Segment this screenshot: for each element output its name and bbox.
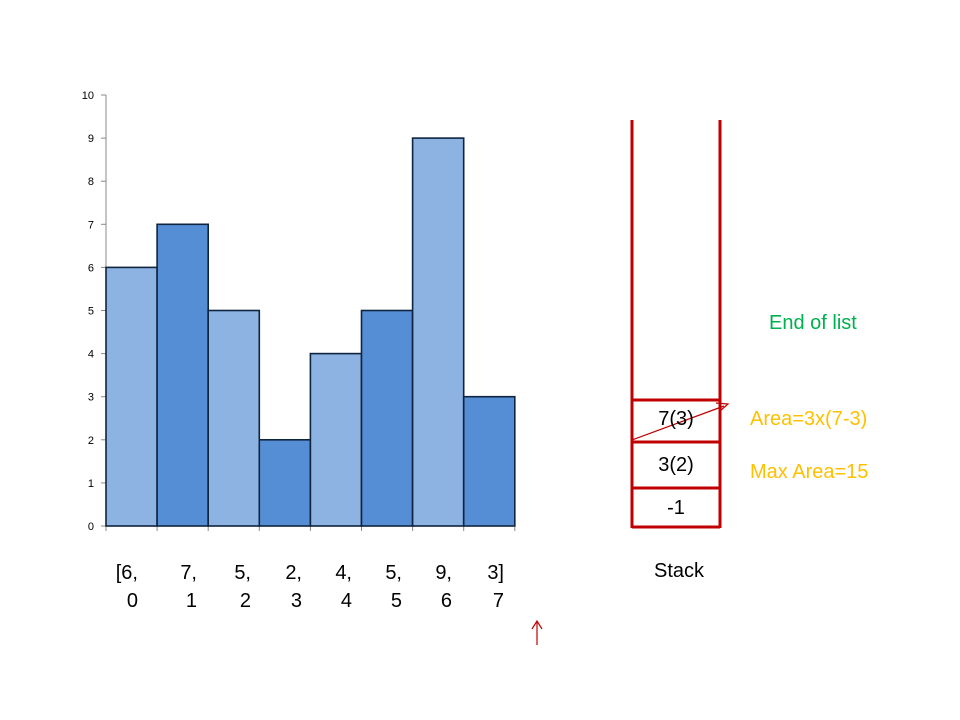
- y-tick-label: 9: [88, 133, 94, 145]
- y-tick-label: 3: [88, 392, 94, 404]
- y-tick-label: 6: [88, 262, 94, 274]
- y-tick-label: 1: [88, 478, 94, 490]
- array-index-label: 7: [492, 590, 504, 612]
- array-index-label: 1: [185, 590, 197, 612]
- bar: [360, 309, 414, 527]
- bar: [462, 395, 516, 527]
- stack-container: [630, 120, 722, 529]
- array-value-label: 2,: [285, 562, 302, 584]
- y-tick-label: 4: [88, 349, 94, 361]
- bar: [309, 352, 363, 527]
- bar: [411, 137, 465, 527]
- y-tick-label: 7: [88, 219, 94, 231]
- bar: [207, 309, 261, 527]
- array-index-label: 6: [440, 590, 452, 612]
- y-tick-label: 2: [88, 435, 94, 447]
- pop-arrow: [631, 402, 730, 441]
- array-index-label: 0: [126, 590, 138, 612]
- array-value-label: 3]: [487, 562, 504, 584]
- array-index-label: 2: [239, 590, 251, 612]
- array-value-label: 7,: [180, 562, 197, 584]
- area-note: Area=3x(7-3): [750, 408, 868, 430]
- stack-cell-top: 7(3): [658, 408, 694, 430]
- bars: [105, 137, 516, 527]
- y-tick-label: 0: [88, 521, 94, 533]
- stack-label: Stack: [654, 560, 705, 582]
- bar: [258, 438, 312, 527]
- y-tick-label: 5: [88, 306, 94, 318]
- y-tick-label: 10: [82, 90, 94, 102]
- max-area-note: Max Area=15: [750, 461, 869, 483]
- array-value-label: [6,: [115, 562, 138, 584]
- array-index-label: 3: [290, 590, 302, 612]
- bar: [156, 223, 210, 527]
- array-value-label: 5,: [234, 562, 251, 584]
- end-of-list-note: End of list: [769, 312, 857, 334]
- stack-cell-middle: 3(2): [658, 454, 694, 476]
- y-tick-label: 8: [88, 176, 94, 188]
- array-value-label: 5,: [385, 562, 402, 584]
- stack-cell-bottom: -1: [667, 497, 685, 519]
- bar: [105, 266, 158, 527]
- array-value-label: 4,: [335, 562, 352, 584]
- array-index-label: 4: [340, 590, 352, 612]
- array-index-label: 5: [390, 590, 402, 612]
- array-value-label: 9,: [435, 562, 452, 584]
- up-arrow-icon: [531, 619, 543, 645]
